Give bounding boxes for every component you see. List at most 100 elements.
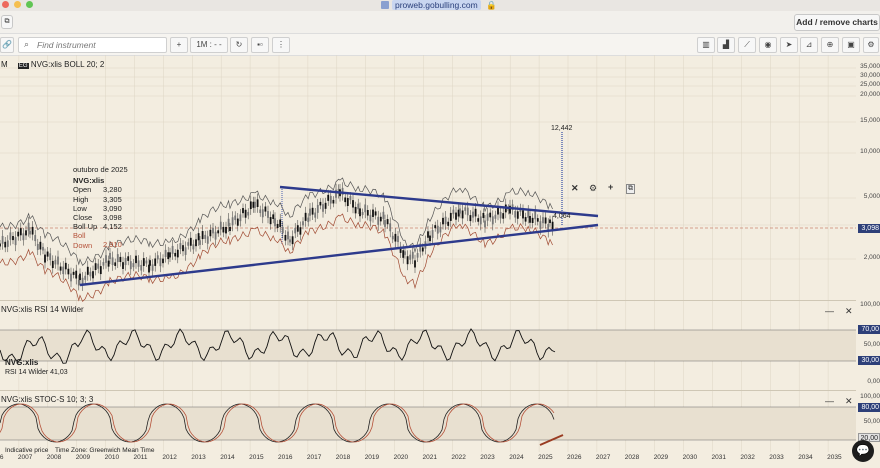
settings-icon[interactable]: ⚙ xyxy=(863,37,879,53)
candle-body xyxy=(269,217,272,225)
close-pane-icon[interactable]: ✕ xyxy=(845,306,853,316)
target-price-label: 12,442 xyxy=(551,125,573,132)
candle-body xyxy=(122,262,124,269)
candle-body xyxy=(516,211,519,219)
candle-body xyxy=(64,262,67,270)
candle-body xyxy=(12,236,14,241)
camera-icon[interactable]: ▣ xyxy=(842,37,860,53)
candle-body xyxy=(201,231,204,240)
candle-body xyxy=(171,245,174,254)
eye-icon[interactable]: ◉ xyxy=(759,37,777,53)
candle-body xyxy=(459,208,461,214)
search-input[interactable]: ⌕ Find instrument xyxy=(18,37,167,53)
candle-body xyxy=(357,203,360,210)
candle-body xyxy=(94,263,97,271)
candle-body xyxy=(154,258,157,266)
close-pane-icon[interactable]: ✕ xyxy=(845,396,853,406)
timezone-label: Time Zone: Greenwich Mean Time xyxy=(55,447,155,454)
candle-body xyxy=(92,271,94,279)
gear-icon[interactable]: ⚙ xyxy=(589,183,598,193)
x-tick-label: 2033 xyxy=(769,454,784,461)
x-tick-label: 2020 xyxy=(393,454,409,461)
draw-icon[interactable]: ⟋ xyxy=(738,37,756,53)
candle-body xyxy=(195,239,197,247)
candle-body xyxy=(497,207,499,215)
candle-body xyxy=(484,220,486,228)
x-tick-label: 2008 xyxy=(46,454,62,461)
minimize-pane-icon[interactable]: — xyxy=(825,306,834,316)
tooltip-key: Low xyxy=(73,203,87,213)
maximize-window-icon[interactable] xyxy=(26,1,33,8)
measure-icon[interactable]: ⊿ xyxy=(800,37,818,53)
y-tick: 2,000 xyxy=(863,254,880,261)
candle-body xyxy=(132,263,135,268)
candle-body xyxy=(187,242,190,246)
candle-body xyxy=(529,215,531,223)
tooltip-value: 3,305 xyxy=(103,194,122,204)
stoch-pane-title: NVG:xlis STOC-S 10; 3; 3 xyxy=(1,395,94,404)
candle-body xyxy=(551,221,554,230)
candle-body xyxy=(436,225,439,234)
address-bar[interactable]: proweb.gobulling.com 🔒 xyxy=(381,0,497,11)
candle-body xyxy=(114,262,117,266)
chat-icon[interactable]: 💬 xyxy=(852,440,874,462)
candle-body xyxy=(129,261,132,270)
layout-icon[interactable]: ▪▫ xyxy=(251,37,269,53)
link-icon[interactable]: 🔗 xyxy=(0,37,14,53)
x-tick-label: 2031 xyxy=(711,454,726,461)
candle-body xyxy=(14,237,17,246)
close-window-icon[interactable] xyxy=(2,1,9,8)
x-tick-label: 2026 xyxy=(567,454,582,461)
chart-grid xyxy=(0,55,856,452)
line-chart-icon[interactable]: ▟ xyxy=(717,37,735,53)
candle-body xyxy=(457,209,460,217)
candle-body xyxy=(140,264,143,271)
add-remove-charts-button[interactable]: Add / remove charts xyxy=(794,14,880,31)
x-tick-label: 2022 xyxy=(451,454,466,461)
x-tick-label: 2021 xyxy=(422,454,437,461)
period-selector[interactable]: 1M : - - xyxy=(190,37,228,53)
x-tick-label: 2025 xyxy=(538,454,553,461)
candle-body xyxy=(359,208,361,217)
candle-body xyxy=(382,211,385,219)
x-tick-label: 2027 xyxy=(595,454,611,461)
candle-body xyxy=(477,218,480,222)
zoom-icon[interactable]: ⊕ xyxy=(821,37,839,53)
minimize-pane-icon[interactable]: — xyxy=(825,396,834,406)
stoch-trend-drawing xyxy=(539,434,564,446)
candle-body xyxy=(394,233,397,242)
chart-canvas[interactable] xyxy=(0,55,880,468)
candle-body xyxy=(227,218,230,227)
candle-body xyxy=(259,209,262,214)
plus-icon[interactable]: + xyxy=(170,37,188,53)
more-icon[interactable]: ⋮ xyxy=(272,37,290,53)
candle-body xyxy=(531,217,534,223)
candle-body xyxy=(489,212,492,218)
copy-icon[interactable]: ⧉ xyxy=(626,184,635,194)
cursor-icon[interactable]: ➤ xyxy=(780,37,798,53)
x-tick-label: 2023 xyxy=(480,454,495,461)
refresh-icon[interactable]: ↻ xyxy=(230,37,248,53)
tooltip-value: 3,280 xyxy=(103,185,122,195)
candle-body xyxy=(17,231,20,237)
x-tick-label: 2029 xyxy=(653,454,669,461)
candle-body xyxy=(81,277,84,286)
main-chart-title: NVG:xlis BOLL 20; 2 xyxy=(30,60,105,69)
candle-body xyxy=(102,262,105,266)
rsi-legend-symbol: NVG:xlis xyxy=(5,358,39,367)
close-icon[interactable]: ✕ xyxy=(571,183,579,193)
y-tick: 100,00 xyxy=(860,393,880,400)
candle-body xyxy=(327,194,330,201)
add-icon[interactable]: + xyxy=(608,182,614,192)
candle-body xyxy=(179,243,182,250)
candle-body xyxy=(547,224,550,232)
sidebar-toggle-icon[interactable]: ⧉ xyxy=(1,15,13,29)
candle-body xyxy=(274,218,276,227)
y-tick: 5,000 xyxy=(863,193,880,200)
minimize-window-icon[interactable] xyxy=(14,1,21,8)
tooltip-symbol: NVG:xlis xyxy=(73,176,105,186)
candle-body xyxy=(244,209,247,218)
candle-body xyxy=(414,260,416,268)
bar-chart-icon[interactable]: ▥ xyxy=(697,37,715,53)
y-tick: 25,000 xyxy=(860,81,880,88)
